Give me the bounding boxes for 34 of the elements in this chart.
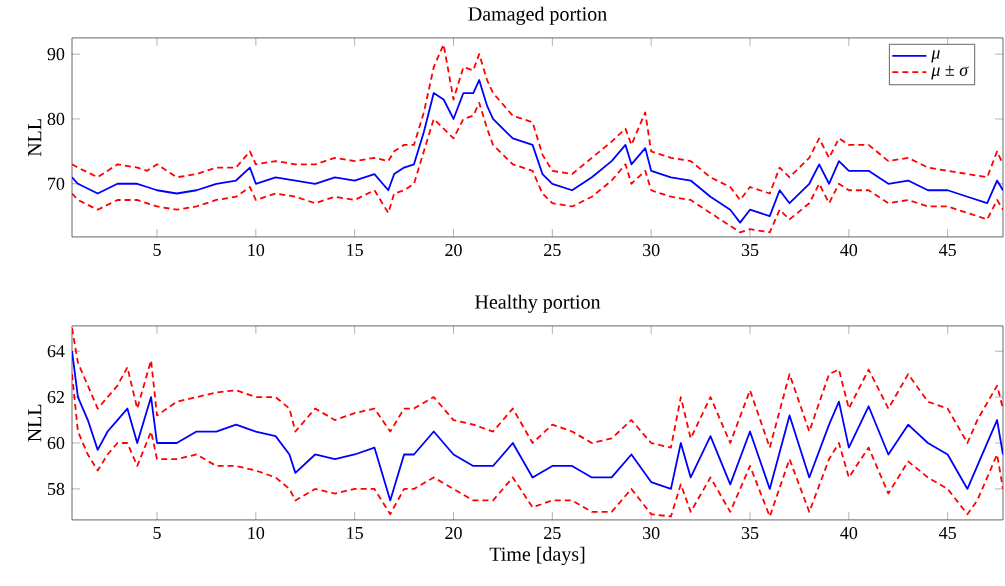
x-tick-label: 35 xyxy=(741,244,759,257)
x-tick-label: 40 xyxy=(840,244,858,257)
x-tick-label: 25 xyxy=(544,527,561,540)
y-tick-label: 62 xyxy=(47,391,64,404)
x-tick-label: 15 xyxy=(347,527,363,540)
x-tick-label: 20 xyxy=(445,244,462,257)
line-series xyxy=(72,350,1004,502)
x-tick-label: 25 xyxy=(544,244,561,257)
legend-label: μ ± σ xyxy=(931,65,969,80)
y-tick-label: 80 xyxy=(47,112,65,126)
x-axis-title: Time [days] xyxy=(489,546,585,566)
chart-title: Healthy portion xyxy=(475,294,601,313)
legend-label: μ xyxy=(931,50,940,63)
y-tick-label: 90 xyxy=(47,48,65,61)
x-tick-label: 45 xyxy=(939,527,956,540)
x-tick-label: 10 xyxy=(248,244,265,257)
x-tick-label: 30 xyxy=(643,527,660,540)
y-tick-label: 58 xyxy=(47,482,65,496)
chart-title: Damaged portion xyxy=(468,6,607,25)
x-tick-label: 20 xyxy=(445,527,462,540)
y-tick-label: 70 xyxy=(48,177,65,190)
x-tick-label: 40 xyxy=(840,527,858,540)
line-series xyxy=(72,79,1004,224)
y-axis-title: NLL xyxy=(28,404,42,442)
x-tick-label: 30 xyxy=(643,244,660,257)
y-tick-label: 64 xyxy=(47,345,65,358)
y-axis-title: NLL xyxy=(28,119,42,157)
x-tick-label: 5 xyxy=(153,244,161,256)
x-tick-label: 5 xyxy=(153,527,161,539)
x-tick-label: 10 xyxy=(248,527,265,540)
y-tick-label: 60 xyxy=(47,436,65,450)
x-tick-label: 45 xyxy=(939,244,956,257)
x-tick-label: 15 xyxy=(347,244,363,257)
x-tick-label: 35 xyxy=(741,527,759,540)
